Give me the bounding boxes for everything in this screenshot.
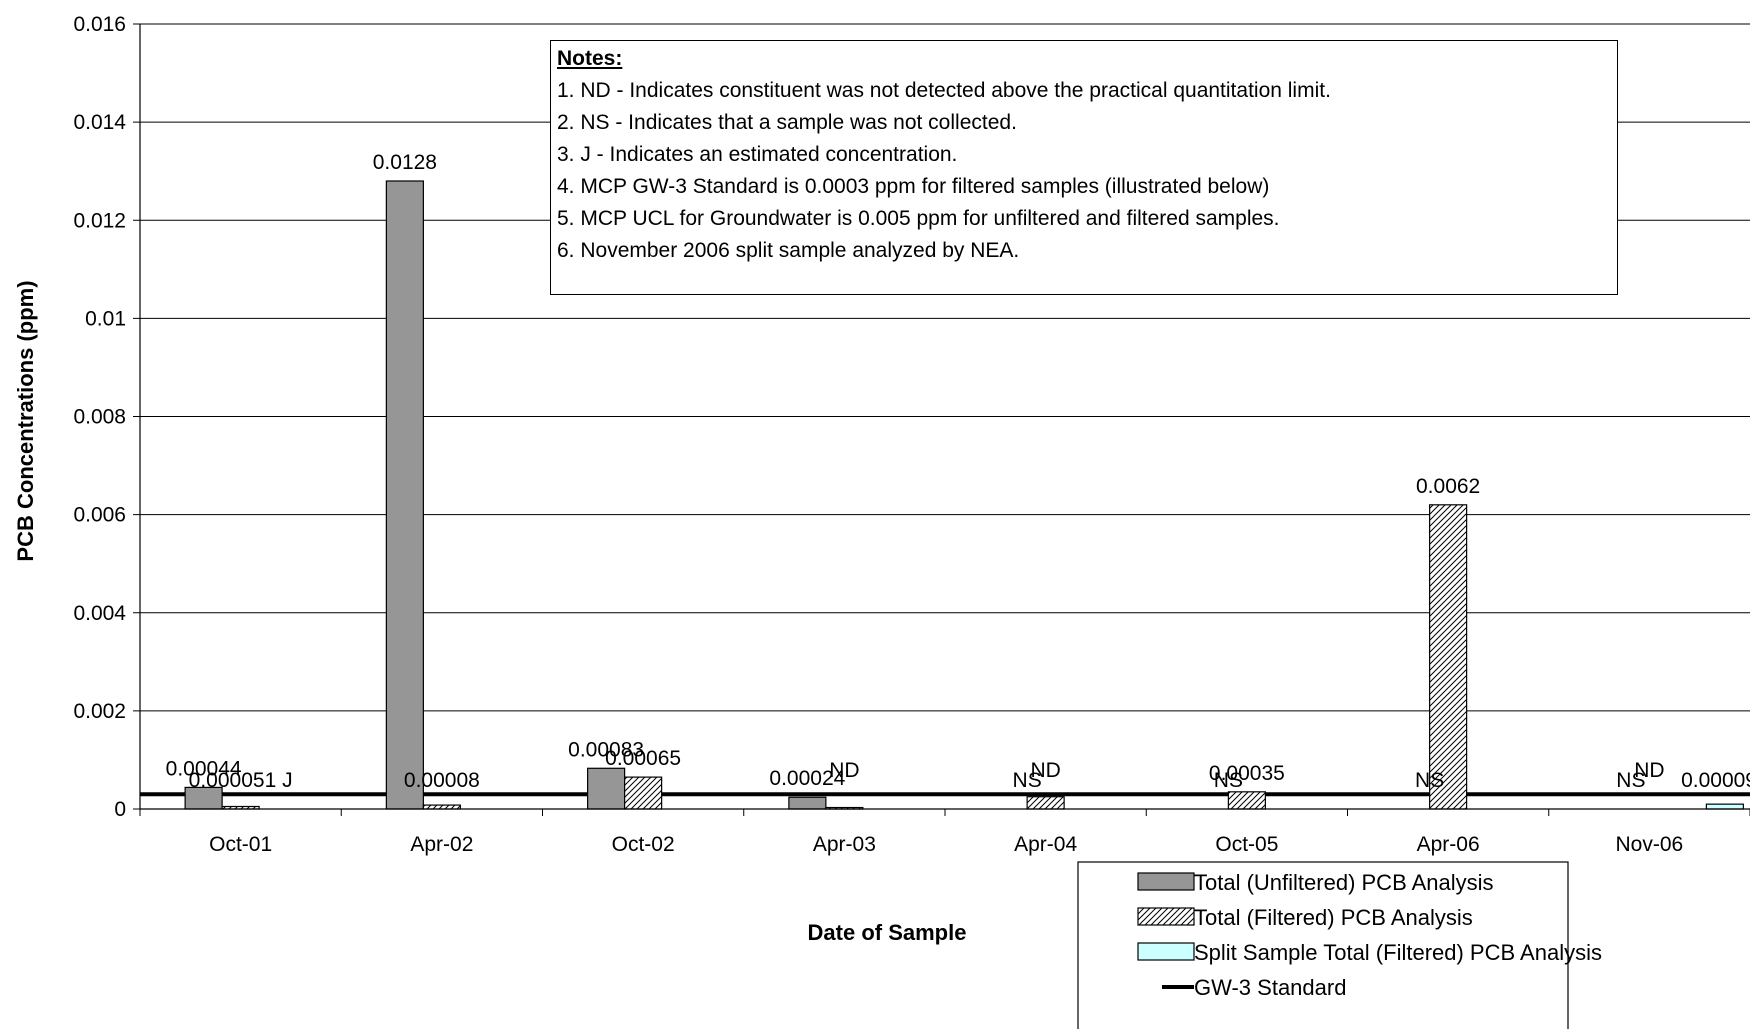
legend: Total (Unfiltered) PCB Analysis Total (Fi… xyxy=(1077,861,1602,1029)
x-tick-label: Oct-05 xyxy=(1215,833,1278,856)
data-label: 0.00035 xyxy=(1209,762,1285,785)
data-label: ND xyxy=(1030,759,1060,782)
x-tick-label: Apr-03 xyxy=(813,833,876,856)
legend-label: Total (Filtered) PCB Analysis xyxy=(1194,905,1473,930)
bar xyxy=(788,796,827,810)
bar xyxy=(1429,504,1468,810)
note-line: 4. MCP GW-3 Standard is 0.0003 ppm for f… xyxy=(557,175,1270,198)
data-label: NS xyxy=(1013,769,1042,792)
notes-title: Notes: xyxy=(557,47,623,70)
bars xyxy=(184,180,1744,810)
data-label: 0.00008 xyxy=(404,769,480,792)
note-line: 6. November 2006 split sample analyzed b… xyxy=(557,239,1020,262)
note-line: 5. MCP UCL for Groundwater is 0.005 ppm … xyxy=(557,207,1280,230)
legend-swatch xyxy=(1137,872,1195,891)
x-tick-label: Apr-06 xyxy=(1417,833,1480,856)
data-label: 0.00083 xyxy=(568,738,644,761)
data-label: 0.00065 xyxy=(605,747,681,770)
legend-label: Split Sample Total (Filtered) PCB Analys… xyxy=(1194,940,1602,965)
bar xyxy=(385,180,424,810)
x-tick-label: Apr-02 xyxy=(410,833,473,856)
legend-label: Total (Unfiltered) PCB Analysis xyxy=(1194,870,1494,895)
y-tick-label: 0.012 xyxy=(73,209,126,232)
y-tick-label: 0.002 xyxy=(73,700,126,723)
y-tick-label: 0.016 xyxy=(73,13,126,36)
y-tick-label: 0.004 xyxy=(73,602,126,625)
data-label: 0.00044 xyxy=(166,757,242,780)
bar xyxy=(1227,791,1266,810)
note-line: 2. NS - Indicates that a sample was not … xyxy=(557,111,1017,134)
data-label: NS xyxy=(1415,769,1444,792)
data-label: ND xyxy=(1634,759,1664,782)
x-tick-label: Apr-04 xyxy=(1014,833,1077,856)
x-tick-label: Oct-01 xyxy=(209,833,272,856)
data-label: 0.0128 xyxy=(373,151,437,174)
bar xyxy=(624,776,663,810)
note-line: 3. J - Indicates an estimated concentrat… xyxy=(557,143,958,166)
y-tick-label: 0.01 xyxy=(85,307,126,330)
y-axis-title: PCB Concentrations (ppm) xyxy=(13,280,38,561)
data-label: ND xyxy=(829,759,859,782)
data-label: 0.000051 J xyxy=(189,769,293,792)
bar xyxy=(1705,803,1744,810)
y-tick-label: 0 xyxy=(114,798,126,821)
legend-label: GW-3 Standard xyxy=(1194,975,1346,1000)
data-label: 0.00024 xyxy=(769,767,845,790)
legend-swatch xyxy=(1137,907,1195,926)
data-label: 0.0062 xyxy=(1416,475,1480,498)
y-tick-label: 0.014 xyxy=(73,111,126,134)
x-axis-title: Date of Sample xyxy=(808,920,967,945)
data-label: NS xyxy=(1616,769,1645,792)
data-label: 0.000099 xyxy=(1681,769,1750,792)
y-tick-label: 0.008 xyxy=(73,406,126,429)
bar xyxy=(587,767,626,810)
y-tick-label: 0.006 xyxy=(73,504,126,527)
legend-swatch xyxy=(1137,942,1195,961)
notes-box: Notes: 1. ND - Indicates constituent was… xyxy=(550,40,1618,295)
bar xyxy=(1026,796,1065,810)
axes: 0 0.002 0.004 0.006 0.008 0.01 0.012 0.014 0.016… xyxy=(73,13,1750,856)
x-tick-label: Nov-06 xyxy=(1616,833,1684,856)
note-line: 1. ND - Indicates constituent was not de… xyxy=(557,79,1331,102)
x-tick-label: Oct-02 xyxy=(612,833,675,856)
data-label: NS xyxy=(1214,769,1243,792)
